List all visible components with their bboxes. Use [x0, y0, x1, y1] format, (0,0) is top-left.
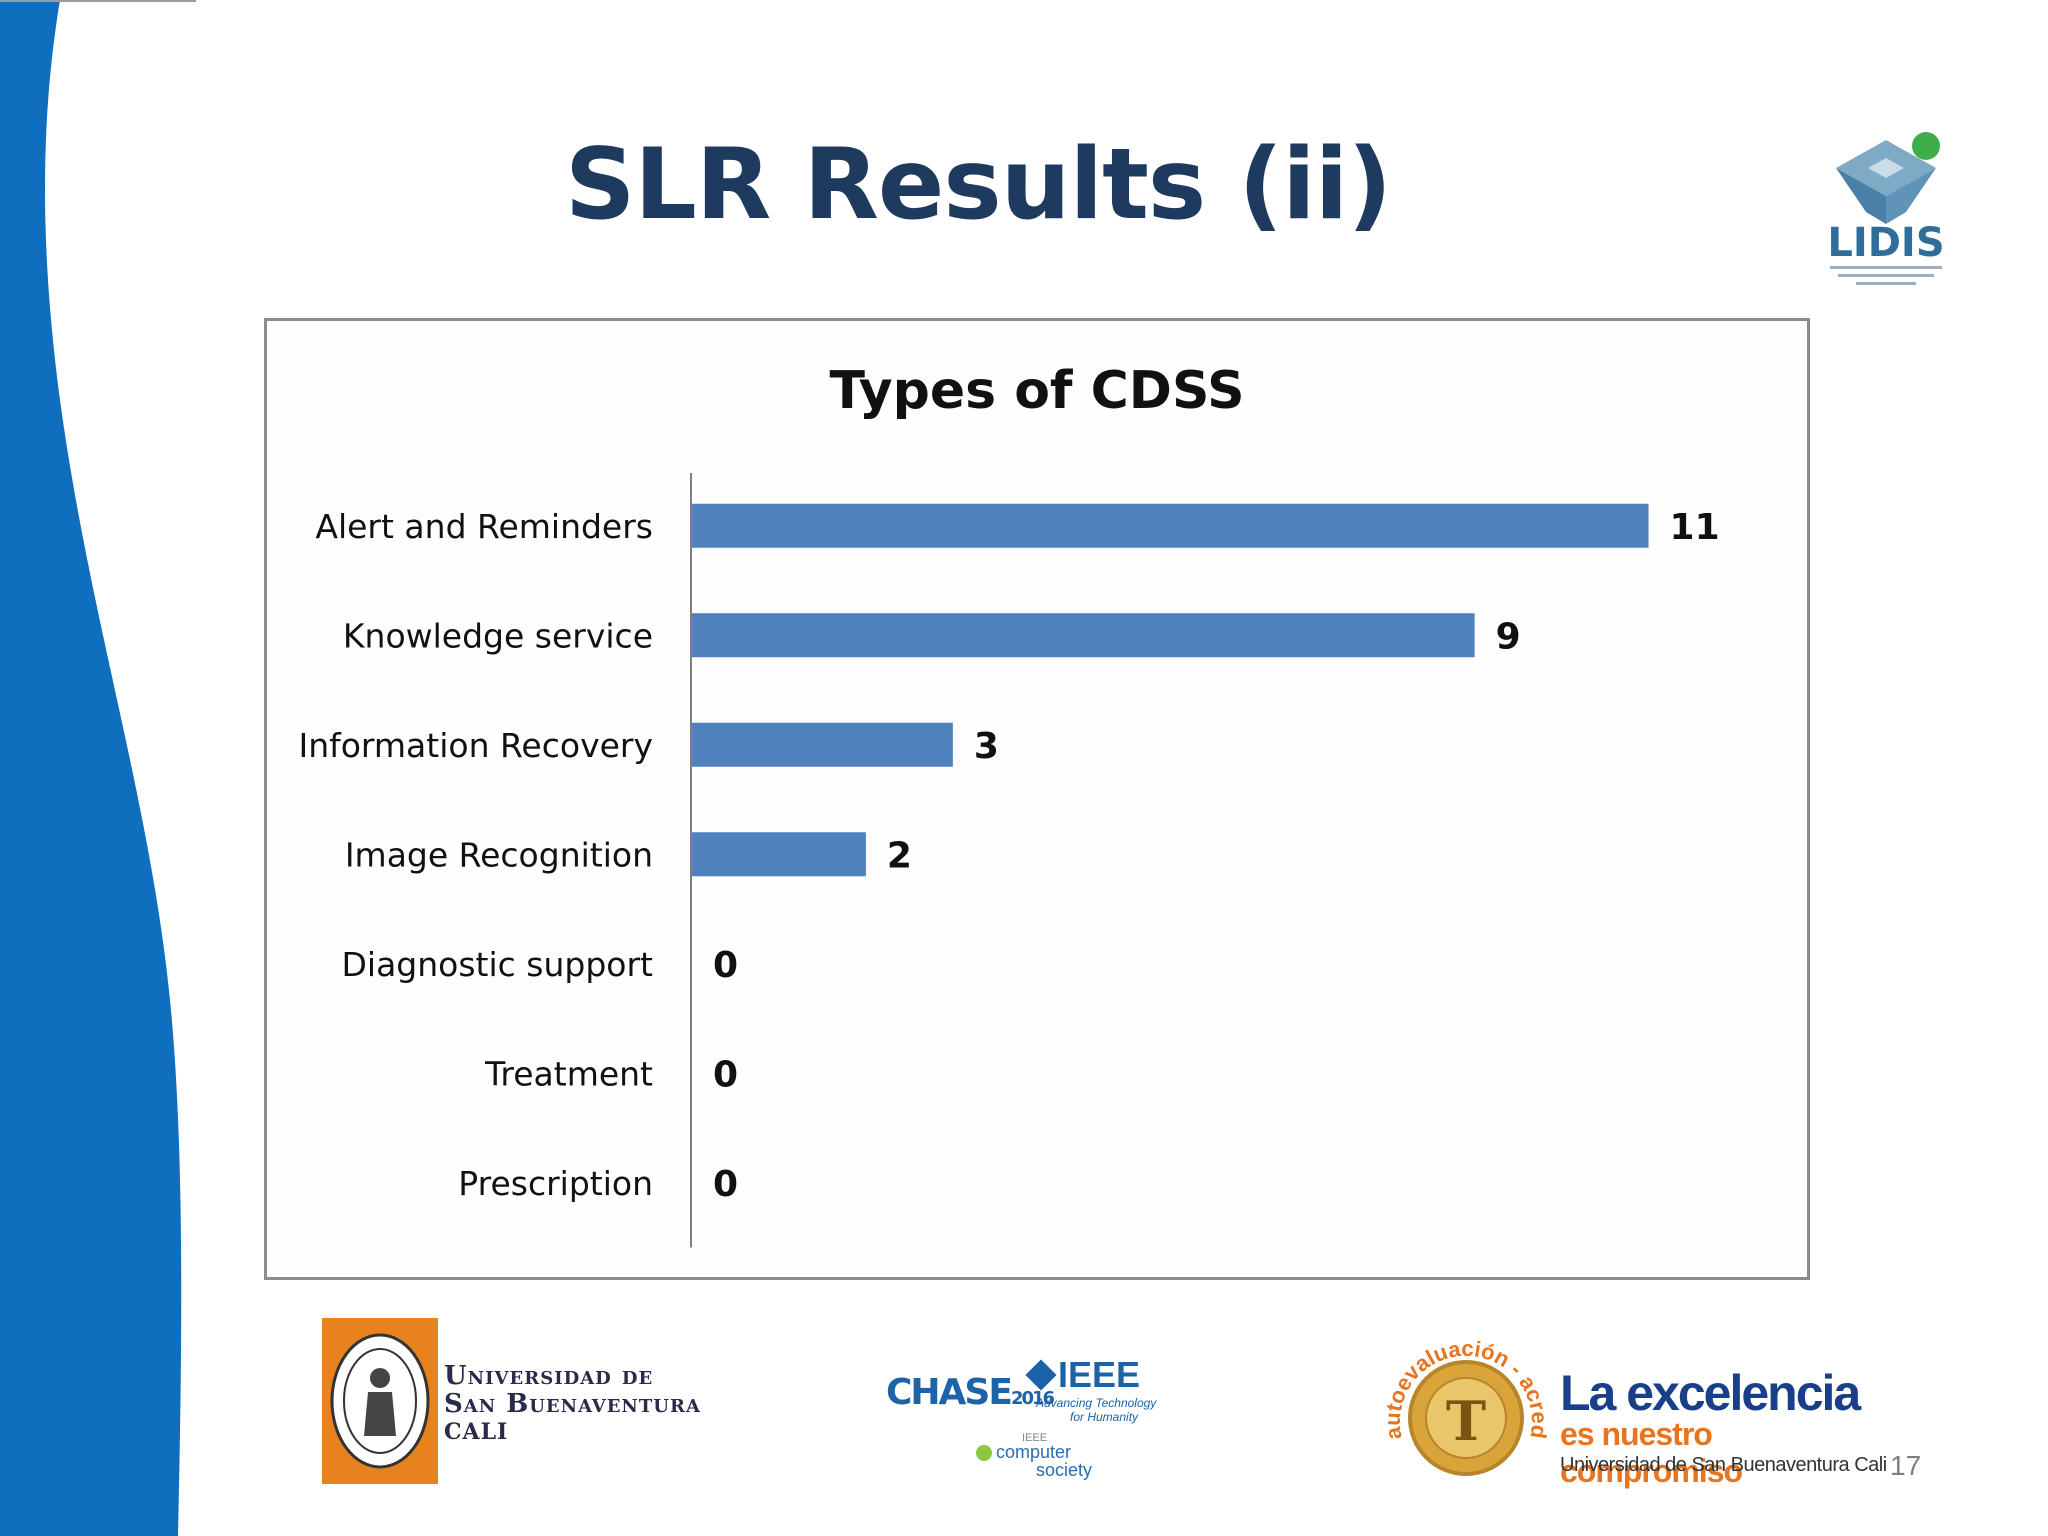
accreditation-headline: La excelencia	[1560, 1365, 1861, 1421]
ieee-logo: IEEE Advancing Technology for Humanity	[1025, 1354, 1157, 1424]
university-line-1: Universidad de	[444, 1361, 654, 1391]
university-seal-icon	[322, 1318, 438, 1484]
bar-chart: Alert and Reminders 11 Knowledge service 9 I…	[298, 473, 1720, 1248]
category-label: Image Recognition	[345, 835, 653, 874]
lidis-wordmark: LIDIS	[1827, 220, 1944, 266]
university-line-2: San Buenaventura	[444, 1389, 701, 1419]
university-name: Universidad de San Buenaventura Cali	[444, 1362, 701, 1446]
chart-frame: Types of CDSS Alert and Reminders 11 Knowl…	[264, 318, 1810, 1280]
accreditation-seal-icon: T autoevaluación - acreditación	[1369, 1298, 1552, 1476]
category-label: Treatment	[484, 1054, 653, 1093]
chart-title: Types of CDSS	[829, 361, 1245, 421]
data-label: 2	[887, 835, 912, 876]
computer-society-line-2: society	[1036, 1460, 1093, 1481]
computer-society-line-1: computer	[996, 1442, 1072, 1462]
data-label: 0	[713, 1054, 738, 1095]
ieee-tagline-1: Advancing Technology	[1036, 1396, 1157, 1410]
data-label: 3	[974, 726, 999, 767]
category-label: Information Recovery	[298, 726, 653, 765]
slide-title: SLR Results (ii)	[564, 128, 1392, 242]
chase-year: 2016	[1010, 1388, 1055, 1409]
data-label: 9	[1496, 616, 1521, 657]
category-label: Prescription	[458, 1164, 653, 1203]
page-number: 17	[1890, 1450, 1922, 1481]
computer-society-top: IEEE	[1022, 1432, 1048, 1444]
university-logo: Universidad de San Buenaventura Cali	[320, 1316, 760, 1486]
data-label: 11	[1670, 507, 1720, 548]
bar	[692, 503, 1649, 548]
chase-text: CHASE	[886, 1372, 1013, 1413]
computer-society-logo: IEEE computer society	[976, 1432, 1092, 1479]
category-label: Diagnostic support	[342, 945, 654, 984]
university-line-3: Cali	[444, 1419, 509, 1445]
lidis-logo: LIDIS	[1827, 132, 1945, 285]
chase-logo: CHASE2016	[886, 1372, 1055, 1413]
accreditation-logo: T autoevaluación - acreditación La excel…	[1369, 1298, 1896, 1494]
data-label: 0	[713, 1164, 738, 1205]
bar	[692, 613, 1475, 658]
accreditation-seal-letter: T	[1446, 1389, 1486, 1453]
conference-logos: CHASE2016 IEEE Advancing Technology for …	[886, 1354, 1166, 1484]
accreditation-subheadline: es nuestro compromiso	[1560, 1416, 1743, 1489]
ieee-text: IEEE	[1058, 1354, 1141, 1395]
computer-society-icon	[976, 1445, 992, 1462]
accreditation-university: Universidad de San Buenaventura Cali	[1560, 1454, 1887, 1476]
category-label: Alert and Reminders	[315, 507, 653, 546]
top-rule	[0, 0, 196, 2]
bar	[692, 832, 866, 877]
left-blue-wave	[0, 0, 182, 1536]
ieee-diamond-icon	[1025, 1359, 1057, 1391]
category-label: Knowledge service	[343, 616, 653, 655]
data-label: 0	[713, 945, 738, 986]
ieee-tagline-2: for Humanity	[1070, 1410, 1139, 1424]
bar	[692, 722, 953, 767]
computer-society-line-1-row: computer	[976, 1442, 1092, 1462]
